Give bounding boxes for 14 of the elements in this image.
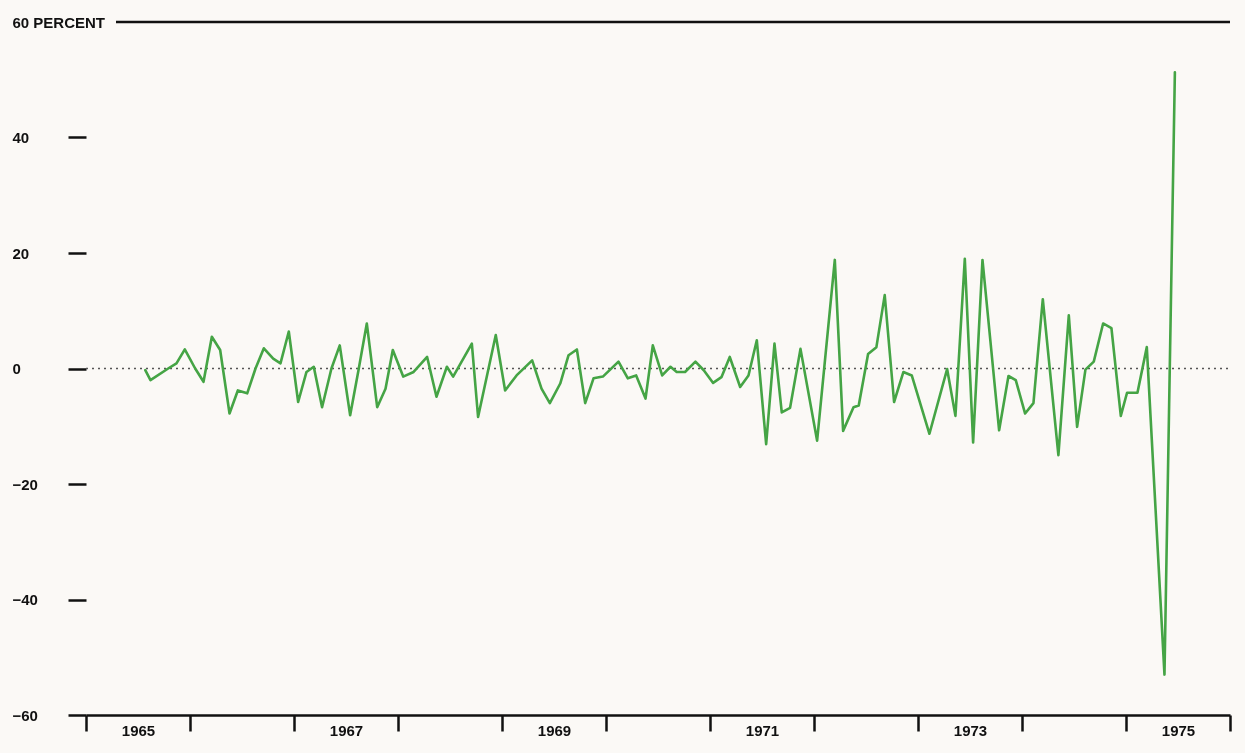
line-series: [143, 70, 1177, 676]
y-tick-label: −40: [12, 591, 38, 608]
x-tick-label: 1975: [1161, 721, 1196, 739]
x-tick-label: 1973: [953, 721, 988, 739]
y-tick-label: −60: [12, 706, 38, 724]
x-tick-label: 1971: [745, 721, 780, 739]
y-tick-label: 20: [12, 244, 30, 262]
y-tick-label: 0: [12, 360, 21, 377]
x-tick-label: 1969: [537, 721, 572, 739]
y-tick-label: −20: [12, 475, 38, 493]
y-tick-label: 60 PERCENT: [12, 13, 106, 31]
x-tick-label: 1967: [329, 721, 364, 739]
y-tick-label: 40: [12, 129, 30, 146]
x-tick-label: 1965: [121, 721, 156, 739]
